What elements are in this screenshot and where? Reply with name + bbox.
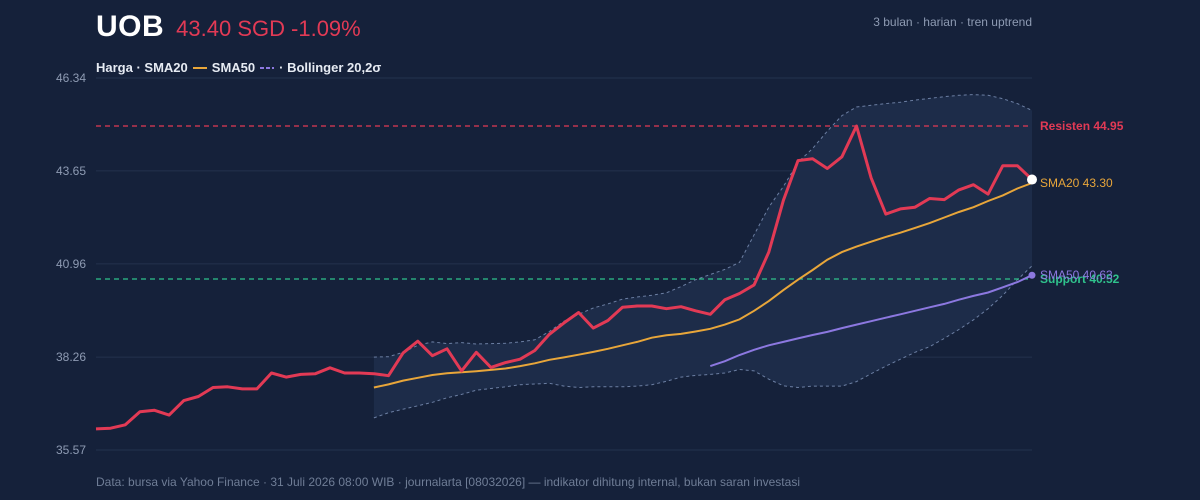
legend: Harga · SMA20 SMA50 · Bollinger 20,2σ [96, 60, 381, 75]
bollinger-upper-line [373, 94, 1033, 358]
end-labels: Resisten 44.95 Support 40.52 SMA20 43.30 SM… [1040, 119, 1124, 286]
resisten-label: Resisten 44.95 [1040, 119, 1124, 133]
price-end-marker [1027, 174, 1037, 185]
sma50-end-marker [1028, 271, 1036, 279]
chart-meta: 3 bulan · harian · tren uptrend [873, 15, 1032, 29]
support-label: Support 40.52 [1040, 272, 1120, 286]
legend-price: Harga · [96, 60, 141, 75]
bollinger-lower-line [373, 265, 1033, 419]
price-line [95, 124, 1034, 431]
sma50-line [709, 274, 1033, 368]
price-quote: 43.40 SGD -1.09% [176, 16, 367, 42]
sma20-end-label: SMA20 43.30 [1040, 176, 1113, 190]
sma50-end-label: SMA50 40.63 [1040, 268, 1113, 282]
bollinger-fill [373, 94, 1032, 418]
bollinger-band [373, 94, 1033, 419]
legend-bollinger: · Bollinger 20,2σ [279, 60, 382, 75]
y-tick-label: 35.57 [56, 443, 86, 457]
legend-sma50-swatch [260, 66, 275, 69]
current-price: 43.40 SGD [176, 16, 286, 41]
y-tick-label: 38.26 [56, 350, 86, 364]
y-tick-label: 46.34 [56, 71, 86, 85]
footer-note: Data: bursa via Yahoo Finance · 31 Juli … [96, 475, 800, 489]
level-lines [96, 125, 1032, 280]
ticker-symbol: UOB [96, 10, 165, 43]
y-tick-label: 40.96 [56, 257, 86, 271]
legend-sma20-swatch [192, 66, 207, 69]
y-tick-label: 43.65 [56, 164, 86, 178]
price-change: -1.09% [291, 16, 361, 41]
sma20-line [373, 182, 1033, 389]
header: UOB 43.40 SGD -1.09% [96, 10, 367, 44]
legend-sma50: SMA50 [211, 60, 256, 75]
series-lines [95, 124, 1037, 431]
legend-sma20: SMA20 [144, 60, 188, 75]
y-axis-ticks: 46.34 43.65 40.96 38.26 35.57 [56, 71, 86, 457]
